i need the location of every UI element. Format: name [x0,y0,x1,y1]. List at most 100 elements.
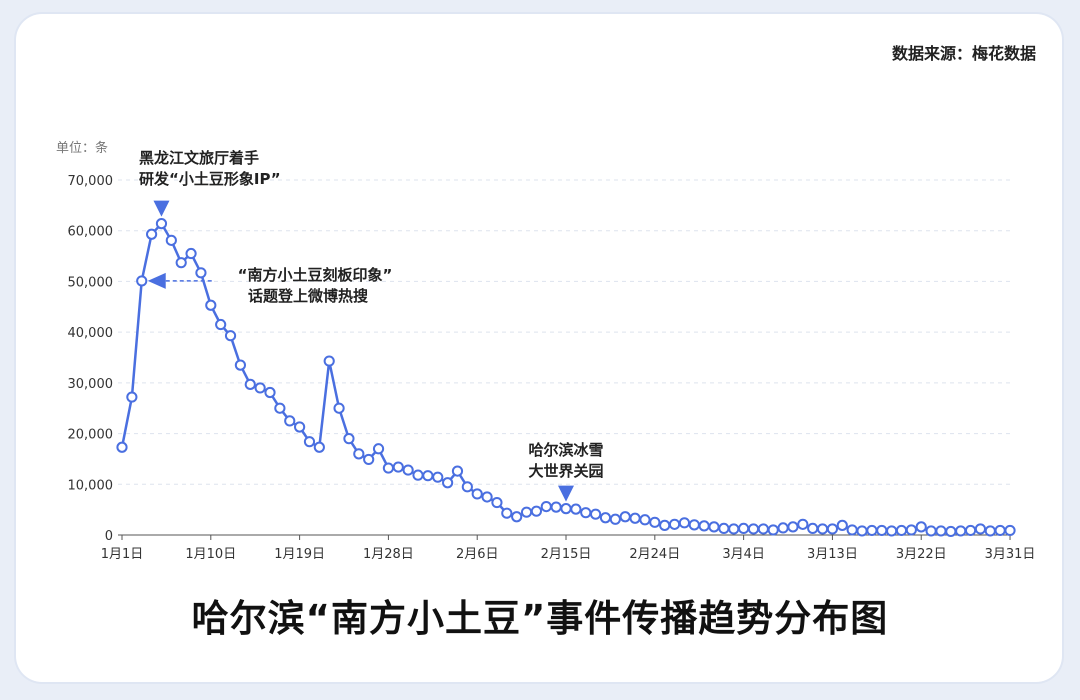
data-point [678,517,691,529]
annotation-text: 研发“小土豆形象IP” [139,170,281,188]
data-point [274,402,286,414]
data-point [323,355,335,367]
data-point [925,525,937,537]
annotation-text: 话题登上微博热搜 [248,287,369,305]
annotation-text: “南方小土豆刻板印象” [238,266,393,284]
data-point [787,521,799,533]
x-tick-label: 1月19日 [274,547,325,562]
data-point [540,501,552,513]
data-point [619,511,631,523]
data-point [432,471,444,483]
data-point [353,448,365,460]
annotation-text: 黑龙江文旅厅着手 [139,149,259,167]
data-point [866,524,878,537]
data-point [826,523,839,535]
chart-card [16,14,1062,682]
data-point [994,524,1006,537]
data-point [767,524,779,536]
data-point [728,523,740,535]
x-tick-label: 1月28日 [363,547,414,562]
unit-label: 单位：条 [56,140,108,156]
x-tick-label: 2月24日 [629,547,680,562]
data-point [816,523,829,535]
data-point [422,470,434,482]
data-point [738,522,750,535]
annotation-marker [153,200,170,217]
data-point [590,508,602,520]
data-point [580,507,592,519]
data-point [372,443,385,455]
data-point [224,330,237,342]
annotation-text: 哈尔滨冰雪 [529,441,604,459]
data-point [412,469,424,481]
data-point [392,461,404,473]
data-point [550,501,562,513]
x-tick-label: 1月1日 [101,547,144,562]
data-source-label: 数据来源：梅花数据 [891,44,1036,63]
y-tick-label: 50,000 [68,275,114,290]
data-point [461,481,473,493]
data-point [560,503,572,515]
data-point [609,513,621,525]
data-point [905,524,917,536]
data-point [442,477,454,489]
data-point [294,421,306,433]
data-point [491,496,503,509]
data-point [846,524,858,536]
data-point [116,441,128,453]
data-point [126,391,138,403]
y-tick-label: 10,000 [68,478,114,493]
data-point [244,378,256,390]
data-point [481,491,493,503]
y-tick-label: 40,000 [68,326,114,341]
data-point [876,524,888,537]
data-point [688,519,700,531]
data-point [205,299,217,311]
x-tick-label: 3月31日 [985,547,1036,562]
data-point [895,524,908,537]
data-point [303,436,316,448]
data-point [215,318,227,331]
y-tick-label: 0 [105,529,113,544]
data-point [313,441,325,453]
data-point [777,522,789,534]
data-point [570,503,582,515]
data-point [955,525,967,537]
data-point [964,524,977,537]
x-tick-label: 2月15日 [541,547,592,562]
data-point [649,516,661,528]
y-tick-label: 20,000 [68,428,114,443]
data-point [629,512,641,524]
data-point [264,386,276,399]
data-point [343,433,355,445]
x-tick-label: 1月10日 [185,547,236,562]
data-point [886,525,898,537]
data-point [836,519,848,531]
x-tick-label: 3月22日 [896,547,947,562]
data-point [856,525,868,537]
annotation-marker [147,272,166,289]
x-tick-label: 3月13日 [807,547,858,562]
data-point [639,514,651,526]
annotation-marker [558,485,575,502]
data-point [659,519,671,531]
data-point [974,523,987,535]
data-point [520,506,533,518]
data-point [254,382,266,394]
data-point [333,402,345,414]
data-point [668,518,681,530]
data-point [747,523,760,535]
data-point [984,525,996,537]
data-point [284,415,296,427]
data-point [807,522,819,535]
data-point [471,488,483,500]
data-point [363,453,375,466]
data-point [175,257,187,269]
data-point [718,522,730,535]
data-point [530,505,543,517]
data-point [708,521,720,533]
data-point [757,523,769,535]
x-tick-label: 3月4日 [722,547,765,562]
data-point [146,228,158,240]
